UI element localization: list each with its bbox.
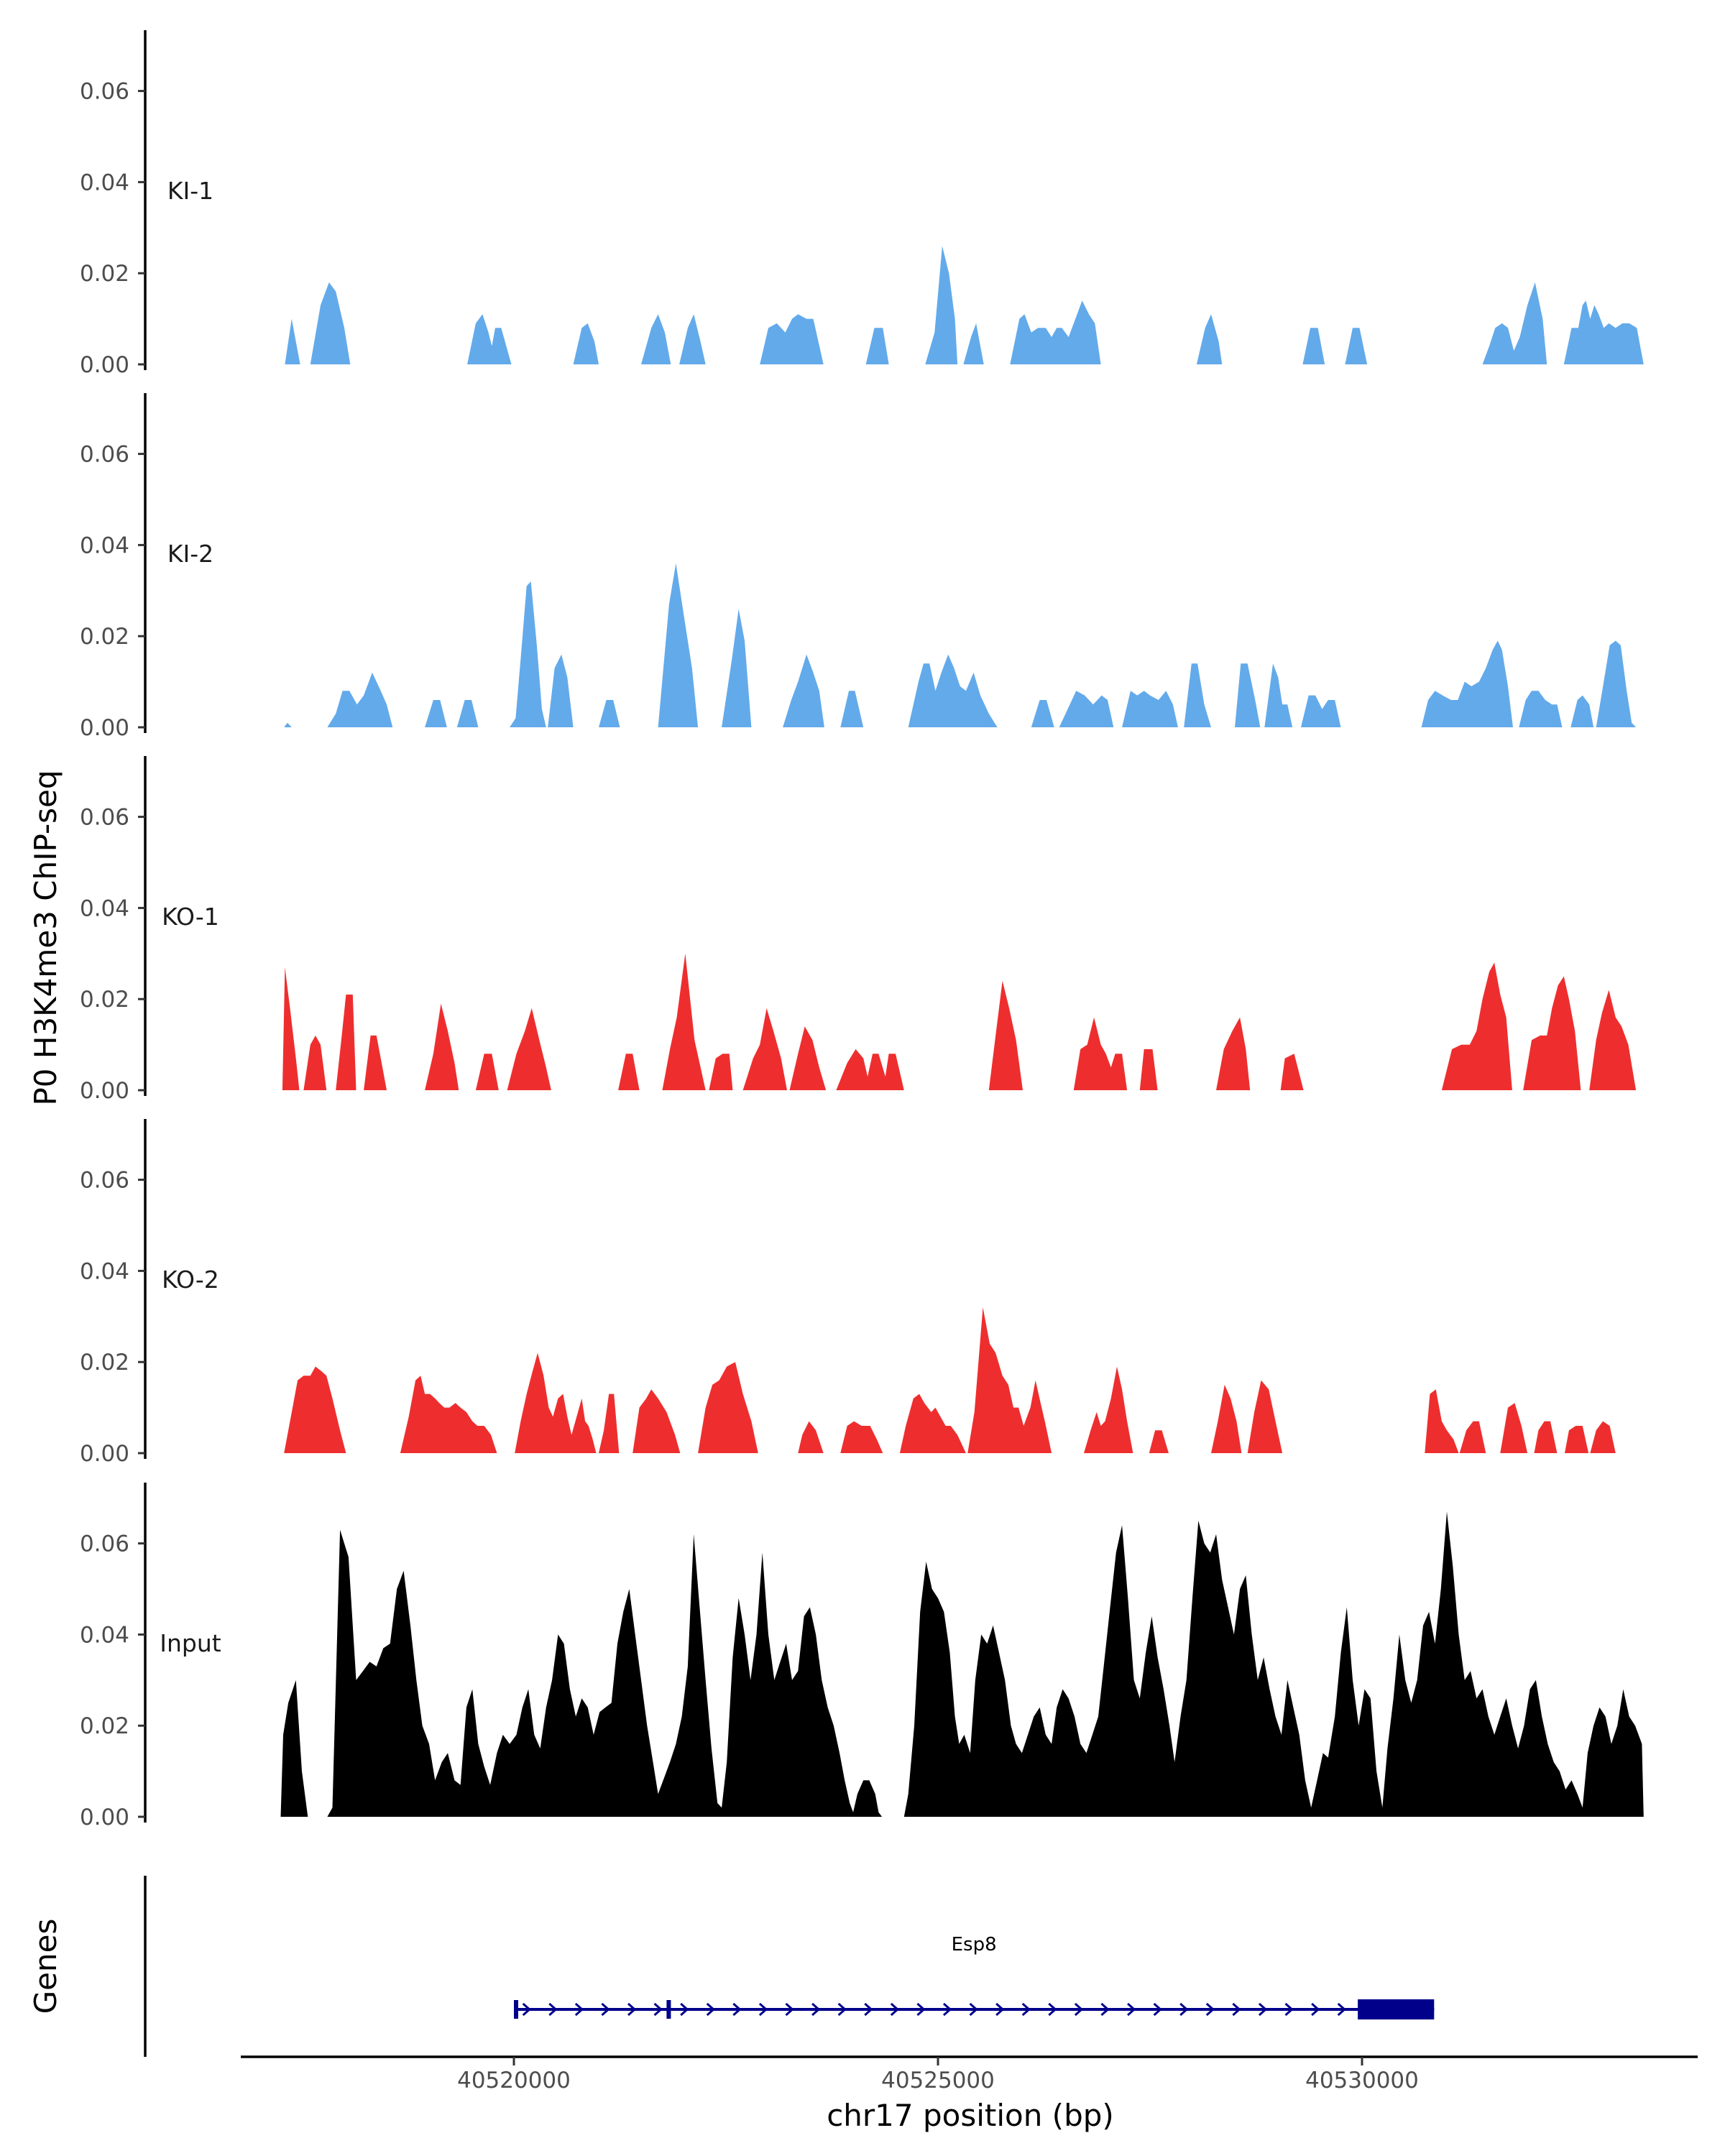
y-axis-title: P0 H3K4me3 ChIP-seq <box>28 770 63 1105</box>
strand-arrow <box>1179 2002 1189 2017</box>
strand-arrow <box>548 2002 558 2017</box>
coverage-area-ki-1 <box>285 246 1644 364</box>
y-tick-label: 0.06 <box>80 1531 129 1557</box>
strand-arrow <box>1021 2002 1031 2017</box>
strand-arrow <box>601 2002 610 2017</box>
strand-arrow <box>1153 2002 1162 2017</box>
y-tick-label: 0.06 <box>80 79 129 105</box>
strand-arrow <box>811 2002 821 2017</box>
strand-arrow <box>732 2002 742 2017</box>
strand-arrow <box>785 2002 794 2017</box>
track-label-ki-2: KI-2 <box>167 540 213 568</box>
y-tick-label: 0.02 <box>80 624 129 650</box>
coverage-area-input <box>280 1511 1644 1817</box>
coverage-tracks: 0.00 0.02 0.04 0.06 KI-1 0.00 0.02 0.04 0.06 KI-2… <box>80 30 1644 1830</box>
x-tick-label: 40530000 <box>1305 2068 1419 2093</box>
x-axis: chr17 position (bp) 40520000 40525000 4053… <box>241 2055 1698 2133</box>
y-tick-label: 0.04 <box>80 533 129 558</box>
strand-arrow <box>706 2002 716 2017</box>
strand-arrow <box>864 2002 873 2017</box>
genes-axis-title: Genes <box>28 1919 63 2014</box>
strand-arrow <box>522 2002 531 2017</box>
track-label-ko-1: KO-1 <box>162 903 219 931</box>
y-tick-label: 0.00 <box>80 1805 129 1830</box>
y-tick-label: 0.04 <box>80 1258 129 1284</box>
strand-arrow <box>837 2002 847 2017</box>
track-ki-2: 0.00 0.02 0.04 0.06 KI-2 <box>80 393 1637 741</box>
track-ki-1: 0.00 0.02 0.04 0.06 KI-1 <box>80 30 1644 378</box>
strand-arrow <box>1205 2002 1215 2017</box>
strand-arrow <box>574 2002 584 2017</box>
track-label-input: Input <box>160 1629 221 1657</box>
strand-arrow <box>680 2002 689 2017</box>
y-tick-label: 0.02 <box>80 1350 129 1376</box>
x-axis-title: chr17 position (bp) <box>827 2098 1114 2133</box>
strand-arrow <box>758 2002 768 2017</box>
track-input: 0.00 0.02 0.04 0.06 Input <box>80 1483 1644 1830</box>
track-label-ki-1: KI-1 <box>167 177 213 205</box>
strand-arrow <box>995 2002 1005 2017</box>
y-tick-label: 0.00 <box>80 352 129 378</box>
genes-panel: Genes Esp8 <box>28 1876 1435 2057</box>
x-tick-label: 40525000 <box>881 2068 995 2093</box>
y-tick-label: 0.02 <box>80 987 129 1013</box>
gene-exon-utr <box>1358 1999 1435 2019</box>
track-label-ko-2: KO-2 <box>162 1266 219 1294</box>
y-tick-label: 0.02 <box>80 1713 129 1739</box>
y-tick-label: 0.04 <box>80 895 129 921</box>
coverage-area-ko-1 <box>282 953 1637 1090</box>
y-tick-label: 0.02 <box>80 261 129 287</box>
gene-label-esp8: Esp8 <box>952 1934 997 1955</box>
strand-arrow <box>627 2002 637 2017</box>
coverage-area-ko-2 <box>284 1307 1616 1453</box>
strand-arrow <box>1100 2002 1110 2017</box>
strand-arrow <box>969 2002 978 2017</box>
strand-arrow <box>1258 2002 1268 2017</box>
y-tick-label: 0.04 <box>80 170 129 195</box>
track-ko-1: 0.00 0.02 0.04 0.06 KO-1 <box>80 756 1637 1104</box>
strand-arrow <box>1048 2002 1057 2017</box>
x-tick-label: 40520000 <box>457 2068 571 2093</box>
coverage-area-ki-2 <box>284 563 1637 727</box>
track-ko-2: 0.00 0.02 0.04 0.06 KO-2 <box>80 1119 1616 1467</box>
y-tick-label: 0.06 <box>80 805 129 831</box>
strand-arrow <box>1337 2002 1346 2017</box>
strand-arrow <box>1311 2002 1320 2017</box>
y-tick-label: 0.00 <box>80 1441 129 1467</box>
y-tick-label: 0.00 <box>80 1078 129 1104</box>
gene-model-esp8 <box>514 1999 1435 2019</box>
strand-arrow <box>653 2002 663 2017</box>
y-tick-label: 0.00 <box>80 715 129 741</box>
y-tick-label: 0.04 <box>80 1622 129 1648</box>
strand-arrow <box>1127 2002 1136 2017</box>
strand-arrow <box>1232 2002 1241 2017</box>
strand-arrow <box>890 2002 900 2017</box>
strand-arrow <box>1074 2002 1084 2017</box>
y-tick-label: 0.06 <box>80 1168 129 1194</box>
strand-arrow <box>1284 2002 1294 2017</box>
y-tick-label: 0.06 <box>80 442 129 468</box>
strand-arrow <box>916 2002 926 2017</box>
gene-exon <box>666 2000 671 2019</box>
strand-arrow <box>942 2002 952 2017</box>
gene-exon <box>514 2000 518 2019</box>
